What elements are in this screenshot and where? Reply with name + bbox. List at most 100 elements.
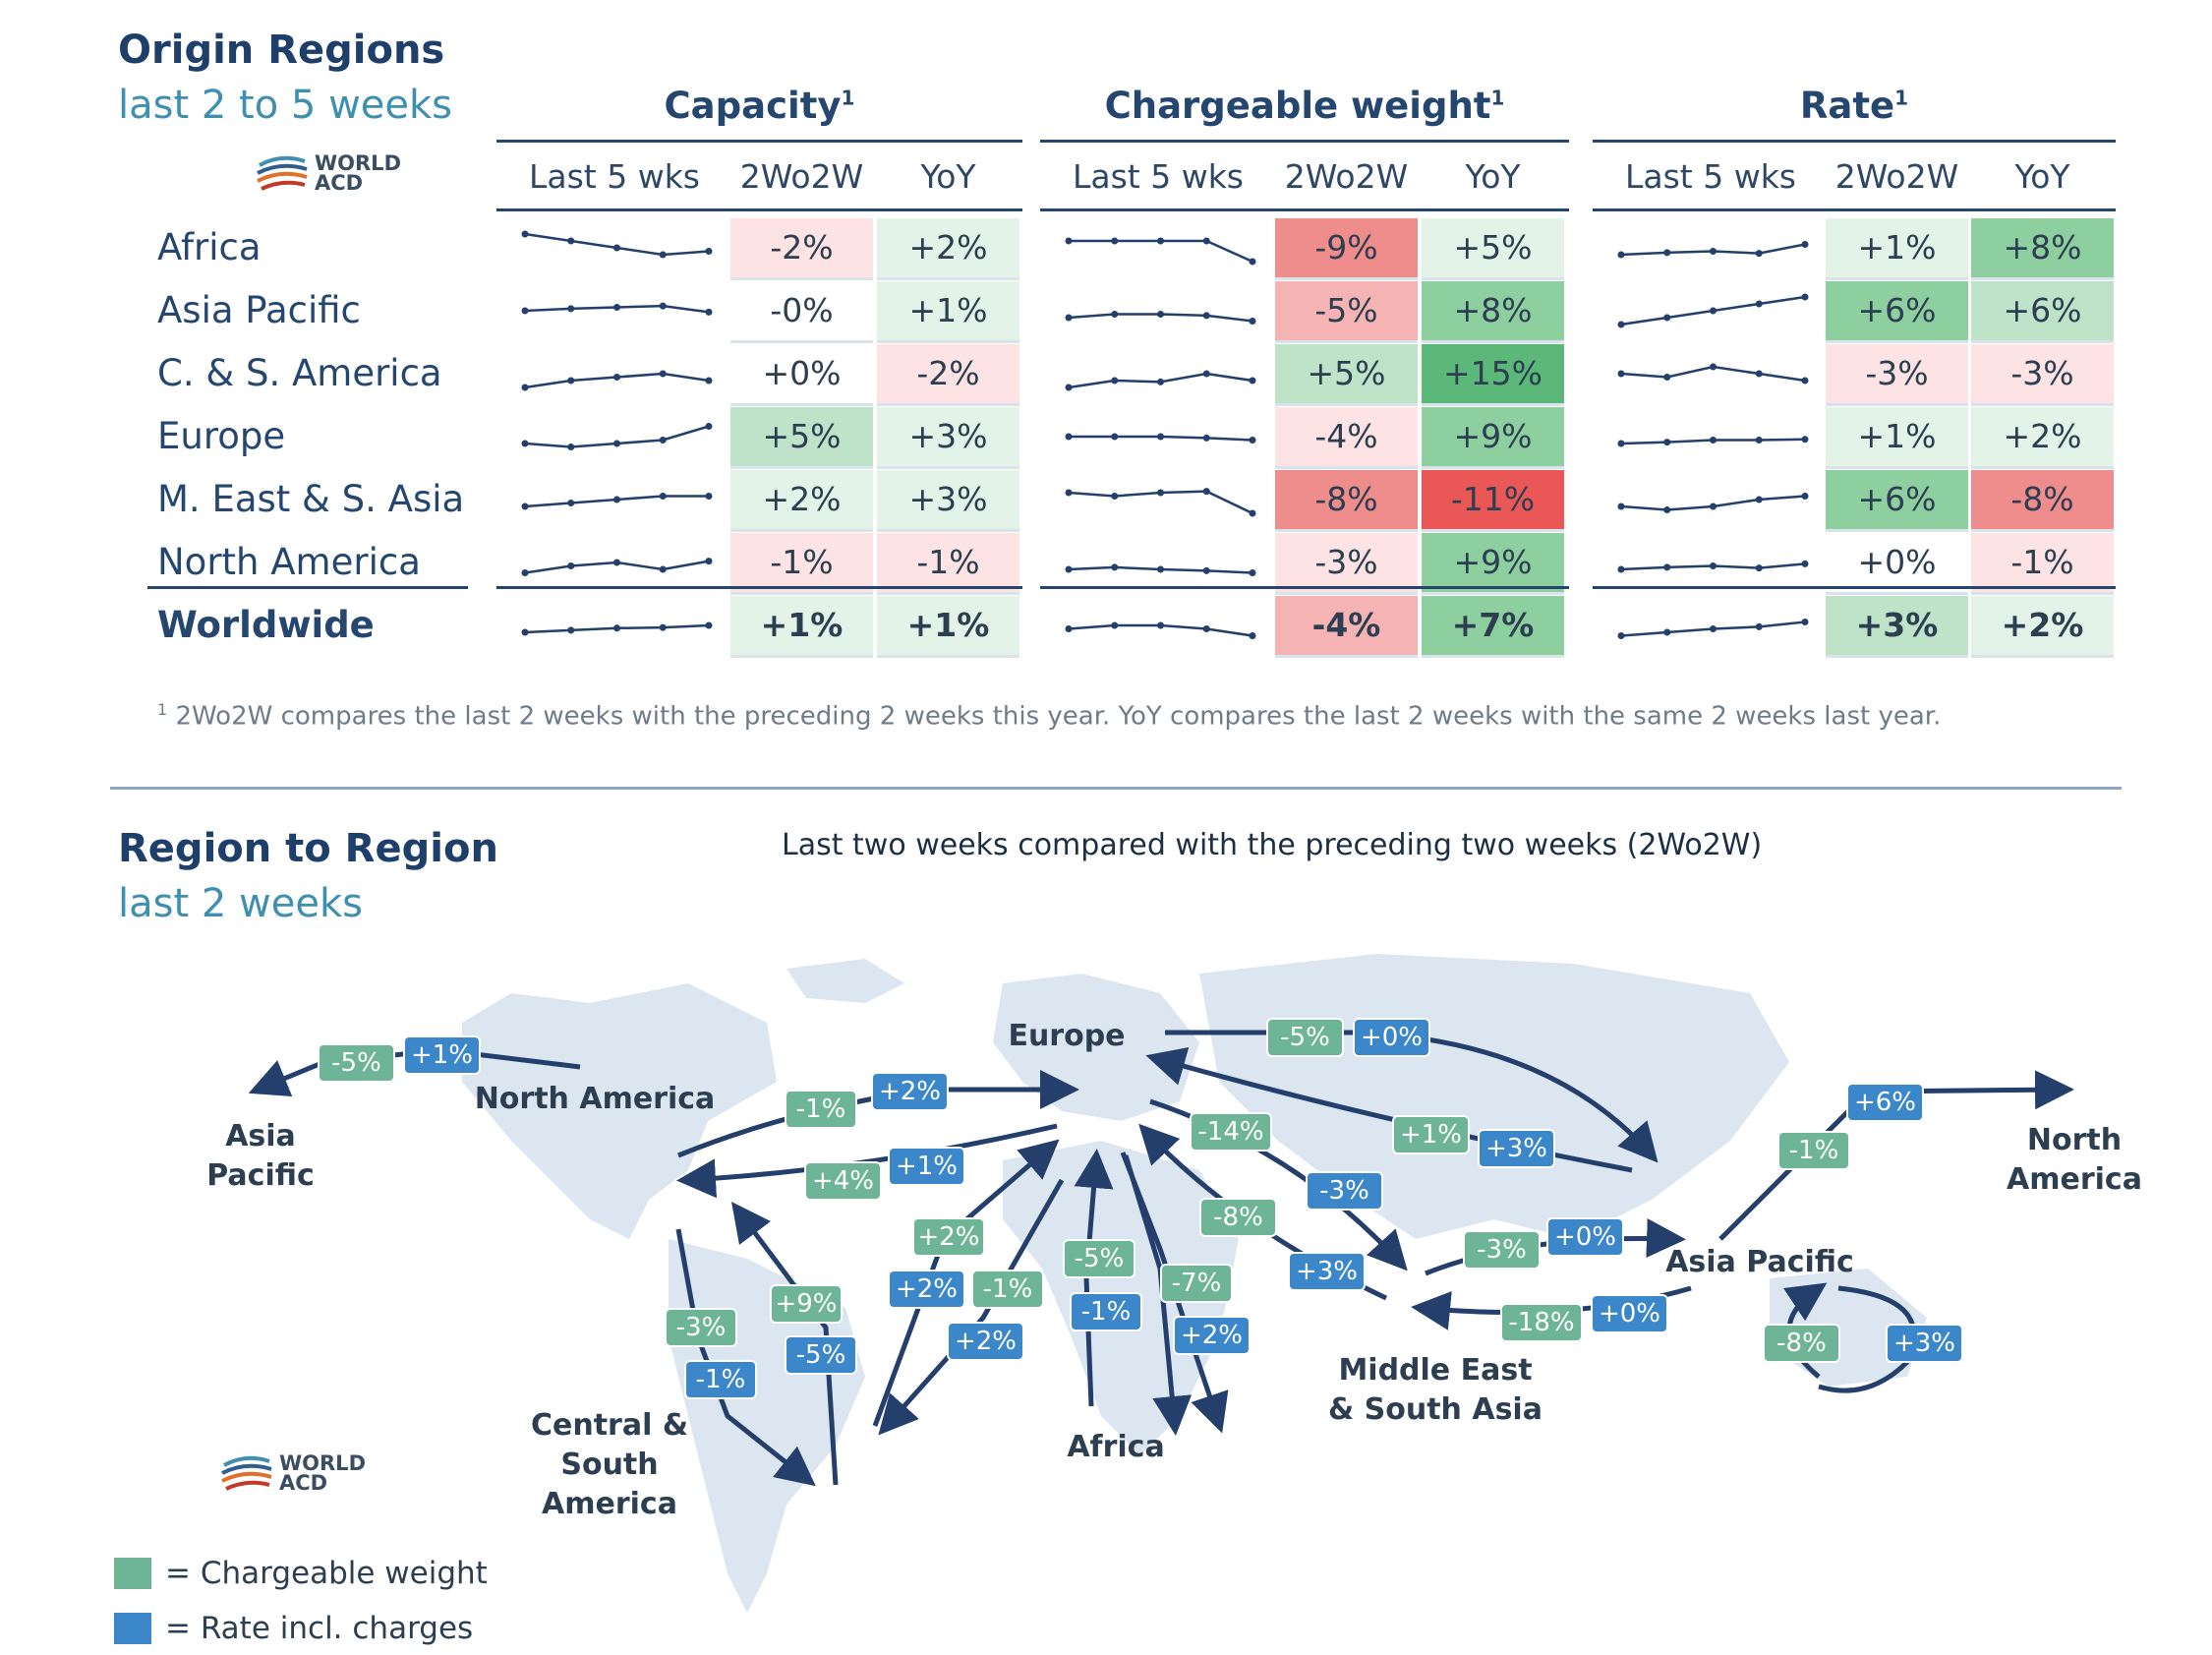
- sparkline-point: [1111, 433, 1119, 441]
- row-label: Worldwide: [157, 604, 375, 646]
- badge-rate: -5%: [786, 1337, 855, 1373]
- sparkline-point: [613, 374, 620, 381]
- sparkline-point: [1663, 314, 1671, 322]
- total-rule-capacity: [496, 586, 1022, 589]
- badge-chargeable-weight: -3%: [667, 1310, 735, 1345]
- sparkline-point: [567, 500, 575, 506]
- sparkline-point: [1111, 621, 1119, 629]
- legend-label-chargeable: = Chargeable weight: [165, 1556, 488, 1591]
- chargeable-w2w-cell: -4%: [1275, 596, 1418, 658]
- sparkline-point: [1755, 496, 1763, 503]
- chargeable-w2w-cell: -9%: [1275, 218, 1418, 280]
- sparkline-point: [1249, 437, 1256, 443]
- sparkline-point: [705, 558, 713, 565]
- sparkline-point: [659, 493, 667, 500]
- arrow-eu-to-na: [676, 1123, 1058, 1199]
- chargeable-w2w-cell: -4%: [1275, 407, 1418, 469]
- sparkline-point: [1617, 321, 1625, 328]
- sparkline-point: [1249, 509, 1256, 517]
- sparkline-point: [1710, 437, 1717, 443]
- sparkline-chargeable: [1065, 488, 1256, 517]
- badge-chargeable-weight: -1%: [786, 1092, 855, 1127]
- arrow-eu-to-af-2: [1120, 1152, 1229, 1434]
- sparkline-point: [1202, 625, 1210, 632]
- capacity-yoy-cell: -1%: [877, 533, 1019, 595]
- sparkline-point: [1202, 434, 1210, 442]
- row-label: M. East & S. Asia: [157, 478, 465, 520]
- capacity-yoy-cell: +3%: [877, 470, 1019, 532]
- sparkline-point: [1710, 562, 1717, 569]
- group-rule-capacity: [496, 140, 1022, 143]
- sparkline-point: [1663, 249, 1671, 257]
- arrow-ap-loop-2: [1818, 1285, 1917, 1393]
- sparkline-point: [521, 569, 529, 576]
- arrow-af-to-eu: [1074, 1149, 1114, 1407]
- rate-w2w-cell: +6%: [1826, 281, 1968, 343]
- map-label-asia-pacific-left: Asia Pacific: [206, 1119, 315, 1193]
- chargeable-w2w-cell: -3%: [1275, 533, 1418, 595]
- badge-chargeable-weight: -5%: [1065, 1241, 1134, 1276]
- badge-rate: -1%: [1072, 1294, 1140, 1330]
- arrow-ap-to-eu: [1145, 1046, 1633, 1173]
- rate-yoy-cell: +6%: [1971, 281, 2114, 343]
- sparkline-point: [1202, 566, 1210, 574]
- logo-text-line1: WORLD: [279, 1451, 366, 1475]
- sparkline-point: [659, 302, 667, 310]
- sparkline-point: [1157, 433, 1164, 441]
- sparkline-point: [1663, 563, 1671, 571]
- chargeable-yoy-cell: +5%: [1422, 218, 1564, 280]
- map-label-asia-pacific: Asia Pacific: [1665, 1245, 1854, 1279]
- sparkline-point: [1202, 312, 1210, 320]
- capacity-w2w-cell: +5%: [730, 407, 873, 469]
- group-rule-chargeable: [1040, 140, 1569, 143]
- sparkline-point: [659, 623, 667, 631]
- sparkline-point: [613, 304, 620, 311]
- capacity-w2w-cell: -1%: [730, 533, 873, 595]
- sparkline-point: [1617, 502, 1625, 510]
- sparkline-point: [1157, 565, 1164, 573]
- sparkline-point: [1249, 377, 1256, 384]
- badge-rate: +3%: [1480, 1131, 1553, 1166]
- rate-w2w-cell: +3%: [1826, 596, 1968, 658]
- sparkline-capacity: [521, 370, 713, 391]
- chargeable-yoy-cell: -11%: [1422, 470, 1564, 532]
- capacity-w2w-cell: -2%: [730, 218, 873, 280]
- sparkline-point: [1801, 619, 1809, 625]
- sparkline-point: [659, 565, 667, 573]
- sparkline-point: [1065, 237, 1073, 245]
- logo-text-line2: ACD: [315, 171, 364, 195]
- rate-w2w-cell: -3%: [1826, 344, 1968, 406]
- badge-rate: +2%: [890, 1271, 963, 1307]
- sparkline-point: [613, 559, 620, 566]
- sparkline-point: [1202, 370, 1210, 378]
- sparkline-point: [705, 621, 713, 629]
- sparkline-point: [1617, 565, 1625, 573]
- sparkline-point: [1065, 625, 1073, 632]
- col-header-capacity-yoy: YoY: [920, 157, 976, 196]
- chargeable-w2w-cell: -8%: [1275, 470, 1418, 532]
- arrow-csa-to-na: [731, 1202, 839, 1486]
- sparkline-point: [567, 626, 575, 634]
- sparkline-capacity: [521, 423, 713, 450]
- map-label-cs-america: Central & South America: [531, 1408, 688, 1521]
- sparkline-chargeable: [1065, 311, 1256, 325]
- region-title: Region to Region: [118, 826, 498, 871]
- row-label: Europe: [157, 415, 286, 457]
- sparkline-point: [659, 251, 667, 259]
- sparkline-point: [521, 440, 529, 447]
- sparkline-point: [1617, 370, 1625, 378]
- sparkline-point: [1801, 560, 1809, 567]
- sparkline-rate: [1617, 560, 1809, 573]
- sparkline-point: [705, 308, 713, 316]
- sparkline-rate: [1617, 293, 1809, 328]
- sparkline-point: [1801, 293, 1809, 301]
- sparkline-point: [1801, 377, 1809, 384]
- land-asia: [1199, 954, 1789, 1239]
- sparkline-point: [1755, 564, 1763, 572]
- sparkline-point: [1065, 489, 1073, 497]
- total-rule-rate: [1593, 586, 2116, 589]
- row-label: North America: [157, 541, 421, 583]
- chargeable-yoy-cell: +7%: [1422, 596, 1564, 658]
- sparkline-rate: [1617, 619, 1809, 639]
- badge-rate: -1%: [686, 1362, 755, 1397]
